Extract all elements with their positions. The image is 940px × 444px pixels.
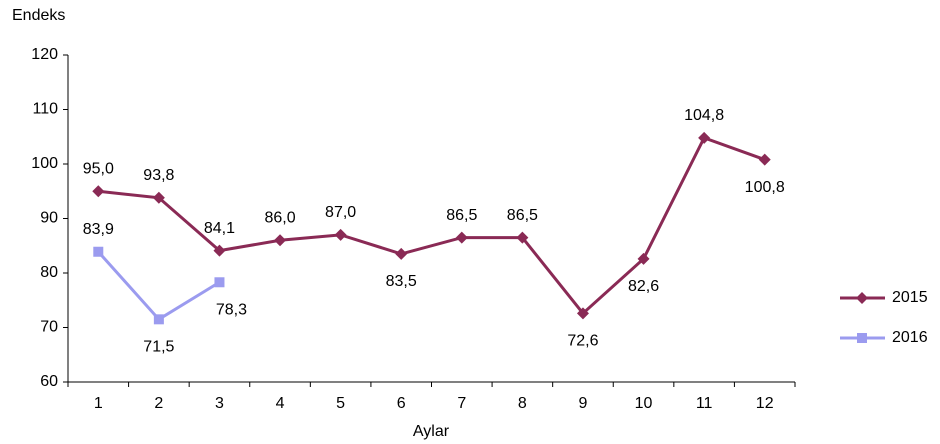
- legend-label: 2016: [892, 329, 928, 346]
- point: [93, 246, 104, 257]
- data-label: 83,5: [386, 273, 417, 290]
- x-tick-label: 1: [94, 395, 103, 412]
- y-tick-label: 110: [32, 101, 58, 118]
- data-label: 87,0: [325, 204, 356, 221]
- point: [455, 231, 468, 244]
- data-label: 86,0: [264, 210, 295, 227]
- point: [637, 252, 650, 265]
- data-label: 104,8: [684, 107, 724, 124]
- data-label: 78,3: [216, 301, 247, 318]
- data-label: 100,8: [745, 179, 785, 196]
- y-tick-label: 70: [40, 319, 58, 336]
- data-label: 71,5: [143, 339, 174, 356]
- data-label: 86,5: [446, 207, 477, 224]
- series-line: [98, 135, 766, 316]
- point: [214, 277, 225, 288]
- x-tick-label: 4: [276, 395, 285, 412]
- y-tick-label: 100: [31, 155, 58, 172]
- series-line: [97, 250, 221, 322]
- data-label: 82,6: [628, 278, 659, 295]
- data-label: 84,1: [204, 220, 235, 237]
- data-label: 83,9: [83, 221, 114, 238]
- legend-marker: [856, 292, 868, 304]
- x-tick-label: 3: [215, 395, 224, 412]
- x-tick-label: 9: [579, 395, 588, 412]
- y-tick-label: 60: [40, 373, 58, 390]
- x-tick-label: 8: [518, 395, 527, 412]
- data-label: 86,5: [507, 207, 538, 224]
- x-tick-label: 5: [336, 395, 345, 412]
- x-tick-label: 11: [696, 395, 713, 412]
- y-axis-title: Endeks: [12, 7, 65, 24]
- y-tick-label: 120: [31, 46, 58, 63]
- point: [92, 185, 105, 198]
- x-axis-title: Aylar: [413, 423, 450, 440]
- legend-marker: [857, 333, 867, 343]
- point: [334, 228, 347, 241]
- point: [395, 247, 408, 260]
- point: [758, 153, 771, 166]
- x-tick-label: 2: [154, 395, 163, 412]
- y-tick-label: 80: [40, 264, 58, 281]
- x-tick-label: 12: [756, 395, 774, 412]
- point: [153, 314, 164, 325]
- x-tick-label: 10: [635, 395, 653, 412]
- point: [213, 244, 226, 257]
- legend-label: 2015: [892, 289, 928, 306]
- x-tick-label: 7: [457, 395, 466, 412]
- point: [152, 191, 165, 204]
- point: [274, 234, 287, 247]
- data-label: 72,6: [567, 333, 598, 350]
- data-label: 93,8: [143, 167, 174, 184]
- y-tick-label: 90: [40, 210, 58, 227]
- x-tick-label: 6: [397, 395, 406, 412]
- data-label: 95,0: [83, 160, 114, 177]
- point: [698, 131, 711, 144]
- point: [576, 307, 589, 320]
- point: [516, 231, 529, 244]
